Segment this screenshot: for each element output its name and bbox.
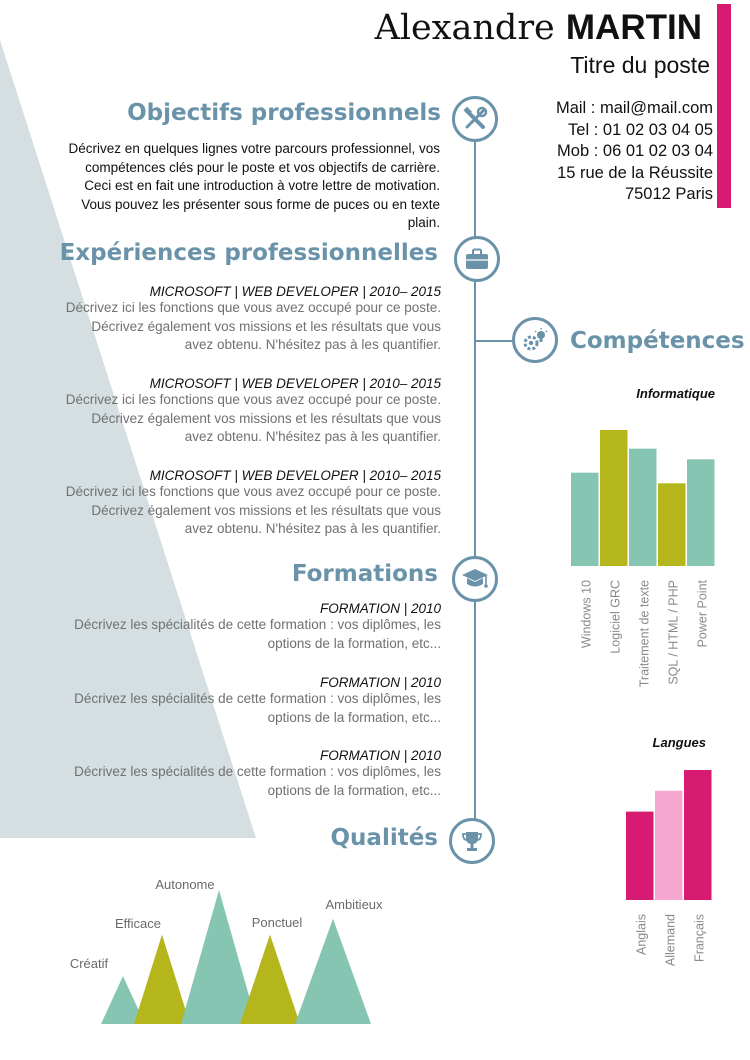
accent-bar <box>717 4 731 208</box>
experience-heading: MICROSOFT | WEB DEVELOPER | 2010– 2015 <box>149 284 441 299</box>
education-heading: FORMATION | 2010 <box>319 601 441 616</box>
bar-logiciel-grc <box>600 430 628 566</box>
experience-description: Décrivez ici les fonctions que vous avez… <box>65 392 441 444</box>
quality-label: Ambitieux <box>325 897 383 912</box>
qualities-chart: Créatif Efficace Autonome Ponctuel Ambitieux <box>70 877 383 1024</box>
timeline-branch <box>476 340 512 342</box>
experience-description: Décrivez ici les fonctions que vous avez… <box>65 484 441 536</box>
informatique-title: Informatique <box>636 386 715 401</box>
education-heading: FORMATION | 2010 <box>319 675 441 690</box>
bar-label: Anglais <box>635 914 649 955</box>
objectives-title: Objectifs professionnels <box>127 100 441 126</box>
bar-label: Logiciel GRC <box>609 580 623 654</box>
bar-label: SQL / HTML / PHP <box>667 580 681 685</box>
last-name: MARTIN <box>565 8 702 47</box>
experience-entry: MICROSOFT | WEB DEVELOPER | 2010– 2015 D… <box>11 468 441 539</box>
skills-title: Compétences <box>570 328 745 354</box>
first-name: Alexandre <box>374 8 555 48</box>
contact-mail: Mail : mail@mail.com <box>555 99 713 117</box>
education-description: Décrivez les spécialités de cette format… <box>74 764 441 798</box>
quality-peak-efficace <box>134 934 190 1024</box>
education-description: Décrivez les spécialités de cette format… <box>74 617 441 651</box>
candidate-name: Alexandre MARTIN <box>375 8 702 48</box>
experience-entry: MICROSOFT | WEB DEVELOPER | 2010– 2015 D… <box>11 284 441 355</box>
bar-power-point <box>687 459 715 566</box>
contact-city: 75012 Paris <box>624 185 713 203</box>
gear-bulb-icon <box>512 317 558 363</box>
quality-peak-ambitieux <box>295 918 371 1024</box>
education-heading: FORMATION | 2010 <box>319 748 441 763</box>
quality-label: Efficace <box>115 916 161 931</box>
quality-peak-autonome <box>181 890 257 1024</box>
bar-label: Allemand <box>664 914 678 966</box>
bar-allemand <box>655 790 683 900</box>
experience-heading: MICROSOFT | WEB DEVELOPER | 2010– 2015 <box>149 468 441 483</box>
bar-anglais <box>626 811 654 900</box>
education-entry: FORMATION | 2010 Décrivez les spécialité… <box>11 675 441 727</box>
objectives-text: Décrivez en quelques lignes votre parcou… <box>68 141 440 230</box>
bar-fran-ais <box>684 770 712 900</box>
bar-label: Windows 10 <box>580 580 594 648</box>
bar-label: Traitement de texte <box>638 580 652 687</box>
quality-label: Autonome <box>155 877 214 892</box>
bar-windows-10 <box>571 472 599 566</box>
experience-title: Expériences professionnelles <box>59 240 438 266</box>
quality-label: Créatif <box>70 956 109 971</box>
bar-traitement-de-texte <box>629 448 657 566</box>
contact-block: Mail : mail@mail.com Tel : 01 02 03 04 0… <box>556 98 713 206</box>
experience-heading: MICROSOFT | WEB DEVELOPER | 2010– 2015 <box>149 376 441 391</box>
contact-phone: Tel : 01 02 03 04 05 <box>568 120 713 139</box>
quality-label: Ponctuel <box>252 915 303 930</box>
qualities-title: Qualités <box>330 825 439 851</box>
experience-entry: MICROSOFT | WEB DEVELOPER | 2010– 2015 D… <box>11 376 441 447</box>
langues-chart: Anglais Allemand Français <box>626 770 712 966</box>
bar-label: Power Point <box>696 579 710 647</box>
education-description: Décrivez les spécialités de cette format… <box>74 691 441 725</box>
job-title: Titre du poste <box>570 52 710 78</box>
bar-sql-html-php <box>658 483 686 566</box>
education-title: Formations <box>291 561 438 587</box>
langues-title: Langues <box>652 735 706 750</box>
education-entry: FORMATION | 2010 Décrivez les spécialité… <box>11 748 441 800</box>
contact-mobile: Mob : 06 01 02 03 04 <box>557 142 713 160</box>
timeline-line <box>474 140 476 820</box>
background-triangle <box>0 40 256 838</box>
tools-icon <box>452 96 498 142</box>
quality-peak-ponctuel <box>240 934 300 1024</box>
contact-street: 15 rue de la Réussite <box>557 163 713 182</box>
informatique-chart: Windows 10 Logiciel GRC Traitement de text… <box>571 430 715 687</box>
briefcase-icon <box>454 236 500 282</box>
education-entry: FORMATION | 2010 Décrivez les spécialité… <box>11 601 441 653</box>
bar-label: Français <box>693 914 707 962</box>
quality-peak-créatif <box>101 976 145 1024</box>
experience-description: Décrivez ici les fonctions que vous avez… <box>65 300 441 352</box>
trophy-icon <box>449 818 495 864</box>
graduation-cap-icon <box>452 556 498 602</box>
